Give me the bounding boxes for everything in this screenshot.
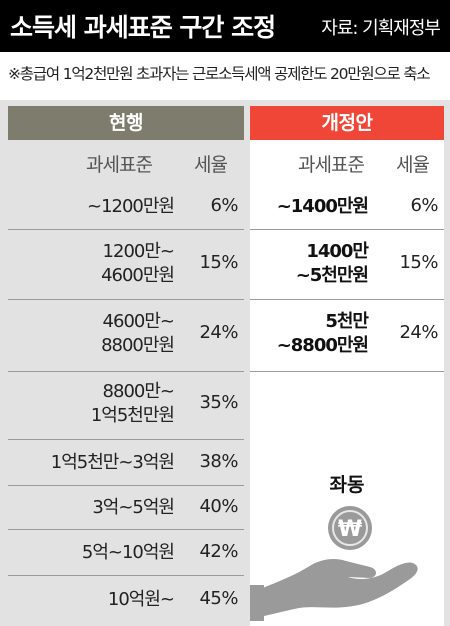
current-rate: 45% (199, 588, 238, 609)
current-range: 10억원~ (107, 589, 175, 610)
current-rate: 38% (199, 451, 238, 472)
current-rate: 42% (199, 541, 238, 562)
coin-icon (328, 506, 372, 550)
current-range: 8800만~ 1억5천만원 (90, 381, 175, 426)
current-row: 3억~5억원 40% (8, 486, 244, 530)
same-as-current-label: 좌동 (329, 474, 365, 496)
current-row: ~1200만원 6% (8, 184, 244, 230)
revised-row: 5천만 ~8800만원 24% (250, 300, 444, 372)
revised-range: ~1400만원 (276, 196, 369, 217)
current-header: 현행 (8, 106, 244, 140)
current-col-rate: 세율 (194, 154, 228, 176)
current-rate: 6% (210, 195, 238, 216)
revised-col-rate: 세율 (396, 154, 430, 176)
revised-table: 개정안 과세표준 세율 ~1400만원 6% 1400만 ~5천만원 15% 5천… (250, 106, 444, 626)
current-rate: 40% (199, 496, 238, 517)
current-range: 1억5천만~3억원 (50, 452, 175, 473)
current-row: 1억5천만~3억원 38% (8, 440, 244, 486)
current-range: ~1200만원 (86, 196, 175, 217)
hand-coin-icon: ₩ (250, 506, 418, 621)
current-row: 8800만~ 1억5천만원 35% (8, 372, 244, 440)
current-row: 5억~10억원 42% (8, 530, 244, 576)
revised-rate: 24% (399, 322, 438, 343)
revised-range: 1400만 ~5천만원 (295, 241, 369, 286)
revised-range: 5천만 ~8800만원 (276, 311, 369, 356)
title-bar: 소득세 과세표준 구간 조정 자료: 기획재정부 (0, 0, 450, 52)
current-rate: 24% (199, 322, 238, 343)
revised-row: ~1400만원 6% (250, 184, 444, 230)
current-rate: 15% (199, 252, 238, 273)
current-range: 3억~5억원 (92, 497, 175, 518)
current-range: 5억~10억원 (81, 542, 175, 563)
hand-shape (260, 559, 418, 617)
won-symbol: ₩ (338, 517, 362, 542)
source-label: 자료: 기획재정부 (321, 18, 441, 39)
current-row: 1200만~ 4600만원 15% (8, 230, 244, 300)
revised-col-range: 과세표준 (298, 154, 365, 176)
current-row: 10억원~ 45% (8, 576, 244, 626)
revised-header: 개정안 (250, 106, 444, 140)
current-table: 현행 과세표준 세율 ~1200만원 6% 1200만~ 4600만원 15% 4… (8, 106, 244, 626)
revised-rate: 6% (410, 195, 438, 216)
current-col-range: 과세표준 (86, 154, 153, 176)
revised-row: 1400만 ~5천만원 15% (250, 230, 444, 300)
current-rate: 35% (199, 392, 238, 413)
current-range: 4600만~ 8800만원 (101, 311, 175, 356)
page-title: 소득세 과세표준 구간 조정 (10, 13, 276, 42)
current-row: 4600만~ 8800만원 24% (8, 300, 244, 372)
footnote: ※총급여 1억2천만원 초과자는 근로소득세액 공제한도 20만원으로 축소 (8, 65, 431, 83)
current-range: 1200만~ 4600만원 (101, 241, 175, 286)
revised-rate: 15% (399, 252, 438, 273)
